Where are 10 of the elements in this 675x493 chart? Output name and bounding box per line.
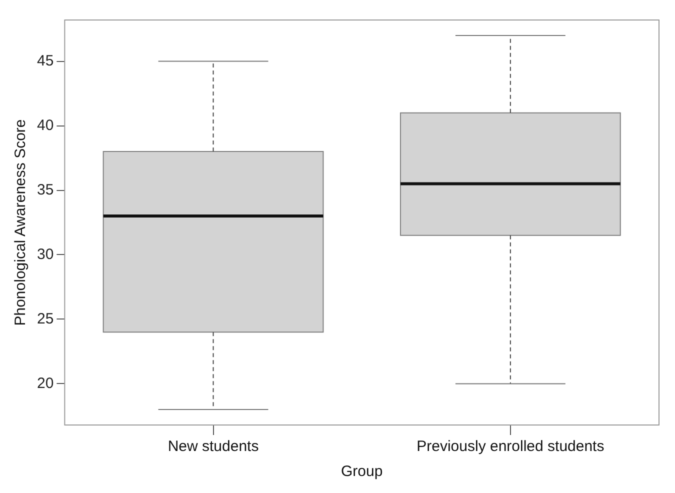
- y-tick-label: 30: [36, 246, 54, 263]
- x-axis-title: Group: [340, 463, 383, 480]
- y-tick-label: 25: [36, 310, 54, 328]
- y-tick-label: 40: [36, 116, 54, 134]
- y-axis-title: Phonological Awareness Score: [12, 119, 30, 326]
- x-tick-label: New students: [168, 438, 259, 456]
- y-tick-label: 20: [36, 374, 54, 392]
- x-tick-label: Previously enrolled students: [416, 438, 604, 456]
- y-tick-label: 45: [36, 52, 54, 70]
- y-tick-label: 35: [36, 181, 54, 198]
